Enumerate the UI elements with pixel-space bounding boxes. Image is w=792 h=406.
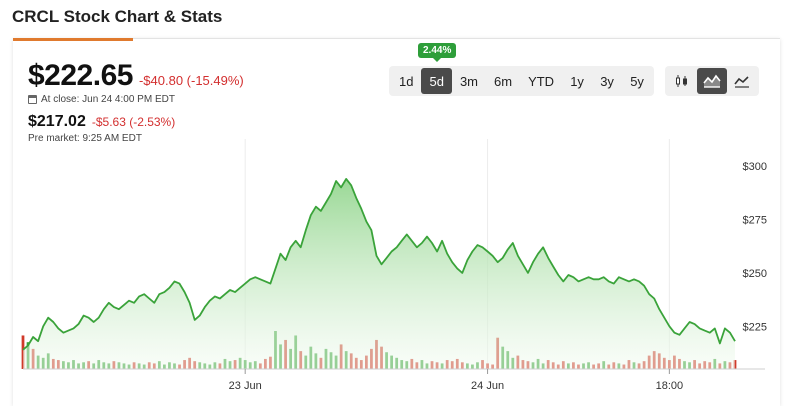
mountain-icon	[703, 74, 721, 88]
premarket-timestamp: Pre market: 9:25 AM EDT	[28, 133, 142, 144]
line-chart-button[interactable]	[727, 68, 757, 94]
chart-type-selector	[665, 66, 759, 96]
price-change: -$40.80 (-15.49%)	[138, 73, 244, 88]
price-line	[22, 178, 736, 351]
range-3y-button[interactable]: 3y	[600, 73, 614, 89]
page-title: CRCL Stock Chart & Stats	[12, 7, 223, 26]
range-3m-button[interactable]: 3m	[459, 73, 478, 89]
price-area-fill	[23, 178, 735, 369]
range-5d-button[interactable]: 5d	[421, 68, 452, 94]
y-axis: $300 $275 $250 $225	[743, 161, 767, 333]
line-chart-icon	[734, 76, 749, 88]
premarket-change: -$5.63 (-2.53%)	[91, 115, 176, 129]
x-tick-label: 24 Jun	[471, 380, 504, 392]
range-1y-button[interactable]: 1y	[570, 73, 584, 89]
y-tick-label: $300	[743, 161, 767, 173]
y-tick-label: $275	[743, 214, 767, 226]
range-6m-button[interactable]: 6m	[494, 73, 513, 89]
range-selector: 1d 5d 3m 6m YTD 1y 3y 5y	[389, 66, 655, 96]
card-accent-bar	[13, 38, 133, 41]
chart-card: $222.65 -$40.80 (-15.49%) At close: Jun …	[13, 38, 780, 406]
candlestick-chart-button[interactable]	[667, 68, 697, 94]
current-price: $222.65	[28, 59, 133, 92]
x-tick-label: 18:00	[656, 380, 684, 392]
candlestick-icon	[676, 75, 687, 87]
mountain-chart-button[interactable]	[697, 68, 727, 94]
range-change-badge: 2.44%	[418, 43, 457, 62]
range-ytd-button[interactable]: YTD	[528, 73, 555, 89]
x-axis: 23 Jun 24 Jun 18:00	[229, 369, 683, 392]
quote-summary: $222.65 -$40.80 (-15.49%) At close: Jun …	[28, 59, 244, 144]
close-timestamp: At close: Jun 24 4:00 PM EDT	[41, 94, 175, 105]
premarket-price: $217.02	[28, 113, 86, 130]
y-tick-label: $250	[743, 268, 767, 280]
price-chart[interactable]: $300 $275 $250 $225 23 Jun 24 Jun 18:00	[13, 39, 780, 406]
y-tick-label: $225	[743, 321, 767, 333]
range-5y-button[interactable]: 5y	[630, 73, 644, 89]
range-1d-button[interactable]: 1d	[399, 73, 414, 89]
calendar-icon	[28, 95, 37, 104]
price-area	[22, 178, 765, 370]
x-tick-label: 23 Jun	[229, 380, 262, 392]
